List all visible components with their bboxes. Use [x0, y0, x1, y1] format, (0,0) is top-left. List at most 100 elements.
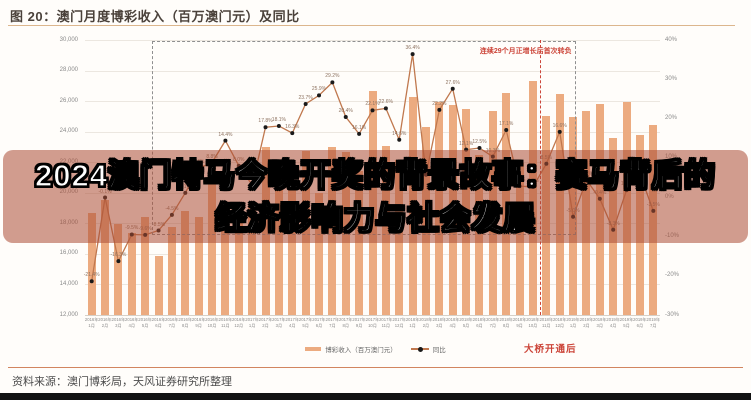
x-axis-tick: 2018年 3月 [428, 317, 450, 328]
yoy-point-label: 22.6% [378, 99, 393, 106]
x-tick-year: 2018年 [552, 317, 567, 322]
yoy-point-label: 25.9% [311, 86, 327, 93]
right-axis-tick: -30% [665, 311, 680, 318]
x-axis-tick: 2017年 4月 [281, 317, 303, 328]
x-tick-year: 2018年 [526, 317, 540, 322]
x-tick-year: 2017年 [285, 317, 300, 322]
x-tick-month: 7月 [650, 322, 657, 328]
x-tick-month: 6月 [155, 322, 162, 328]
left-axis-tick: 30,000 [59, 36, 78, 43]
x-axis-tick: 2016年 5月 [134, 317, 156, 328]
x-axis-tick: 2019年 6月 [629, 317, 651, 328]
x-tick-month: 7月 [489, 322, 497, 328]
yoy-point-label: 16.6% [552, 122, 567, 129]
yoy-point-label: 12.5% [472, 139, 487, 146]
x-tick-year: 2019年 [593, 317, 607, 322]
x-tick-year: 2017年 [312, 317, 326, 322]
source-note: 资料来源：澳门博彩局，天风证券研究所整理 [12, 376, 232, 388]
yoy-point [437, 107, 442, 112]
x-axis-tick: 2017年 11月 [375, 317, 397, 328]
bar-swatch-icon [305, 347, 322, 351]
yoy-point-label: 14.4% [218, 131, 233, 138]
yoy-point [504, 127, 509, 132]
x-tick-month: 8月 [502, 322, 510, 328]
x-tick-year: 2016年 [138, 317, 152, 322]
bottom-black-bar [0, 393, 751, 400]
bridge-open-label: 大桥开通后 [524, 344, 577, 355]
right-axis-tick: 30% [665, 75, 678, 82]
x-tick-year: 2016年 [111, 317, 126, 322]
growth-box-label: 连续29个月正增长后首次转负 [479, 48, 572, 55]
legend-revenue-label: 博彩收入（百万澳门元） [325, 347, 397, 354]
left-axis-tick: 28,000 [59, 67, 78, 74]
x-tick-year: 2017年 [272, 317, 286, 322]
yoy-point-label: 20.4% [338, 108, 353, 114]
yoy-point [343, 115, 348, 119]
gridline [85, 40, 660, 41]
x-tick-month: 5月 [462, 322, 470, 328]
x-tick-month: 3月 [596, 322, 604, 328]
gridline [85, 70, 660, 72]
x-tick-year: 2017年 [365, 317, 380, 322]
x-axis-tick: 2017年 7月 [321, 317, 343, 328]
x-tick-month: 3月 [436, 322, 443, 328]
revenue-bar [154, 255, 163, 315]
x-axis-tick: 2018年 6月 [468, 317, 490, 328]
source-divider [8, 367, 743, 368]
revenue-bar [288, 190, 297, 315]
x-axis-tick: 2016年 11月 [214, 317, 236, 328]
revenue-bar [194, 216, 203, 315]
yoy-point-label: 14.6% [392, 130, 407, 137]
yoy-point-label: 18.1% [271, 117, 286, 124]
yoy-point [290, 131, 295, 136]
x-axis-tick: 2017年 10月 [362, 317, 384, 328]
revenue-bar [234, 203, 243, 315]
x-axis-tick: 2019年 4月 [602, 317, 624, 328]
x-tick-year: 2016年 [151, 317, 166, 322]
x-tick-year: 2018年 [445, 317, 460, 322]
x-tick-month: 6月 [476, 322, 483, 328]
x-tick-year: 2019年 [633, 317, 647, 322]
x-tick-year: 2019年 [566, 317, 580, 322]
left-axis-tick: 12,000 [59, 311, 78, 318]
x-tick-month: 5月 [141, 322, 149, 328]
yoy-point-label: 16.1% [352, 124, 367, 131]
legend-item-revenue: 博彩收入（百万澳门元） [305, 344, 397, 354]
x-tick-month: 11月 [542, 322, 551, 328]
x-tick-year: 2017年 [392, 317, 406, 322]
seo-overlay-banner: 2024澳门特马今晚开奖的背景故事：赛马背后的 经济影响力与社会发展 [3, 150, 748, 243]
x-tick-month: 5月 [302, 322, 309, 328]
yoy-point-label: 16.3% [285, 124, 300, 131]
x-axis-tick: 2017年 12月 [388, 317, 410, 328]
x-axis-tick: 2018年 11月 [535, 317, 557, 328]
yoy-point [410, 52, 415, 57]
x-axis-tick: 2019年 5月 [616, 317, 638, 328]
x-axis-tick: 2017年 3月 [268, 317, 290, 328]
x-axis-tick: 2016年 1月 [81, 317, 103, 328]
yoy-point-label: 23.7% [298, 95, 313, 102]
revenue-bar [167, 226, 176, 315]
x-tick-month: 3月 [115, 322, 122, 328]
x-tick-month: 1月 [409, 322, 416, 328]
right-axis-tick: -20% [665, 272, 680, 279]
yoy-point [317, 93, 322, 98]
yoy-point [557, 129, 562, 134]
x-axis-tick: 2018年 8月 [495, 317, 517, 328]
right-axis-tick: 20% [665, 115, 678, 122]
yoy-point [89, 279, 94, 284]
revenue-bar [355, 171, 364, 315]
x-tick-year: 2016年 [232, 317, 246, 322]
x-tick-year: 2017年 [352, 317, 366, 322]
x-tick-year: 2019年 [579, 317, 594, 322]
x-axis-tick: 2017年 2月 [255, 317, 277, 328]
yoy-point [276, 124, 281, 129]
x-tick-year: 2016年 [205, 317, 219, 322]
revenue-bar [221, 210, 230, 315]
revenue-bar [274, 174, 283, 315]
x-tick-year: 2018年 [499, 317, 513, 322]
x-axis-tick: 2016年 10月 [201, 317, 223, 328]
yoy-point [450, 86, 455, 91]
x-axis: 2016年 1月 2016年 2月 2016年 3月 2016年 4月 2016年 5月 2016年… [85, 317, 660, 331]
yoy-point [383, 106, 388, 111]
gridline [85, 315, 660, 316]
